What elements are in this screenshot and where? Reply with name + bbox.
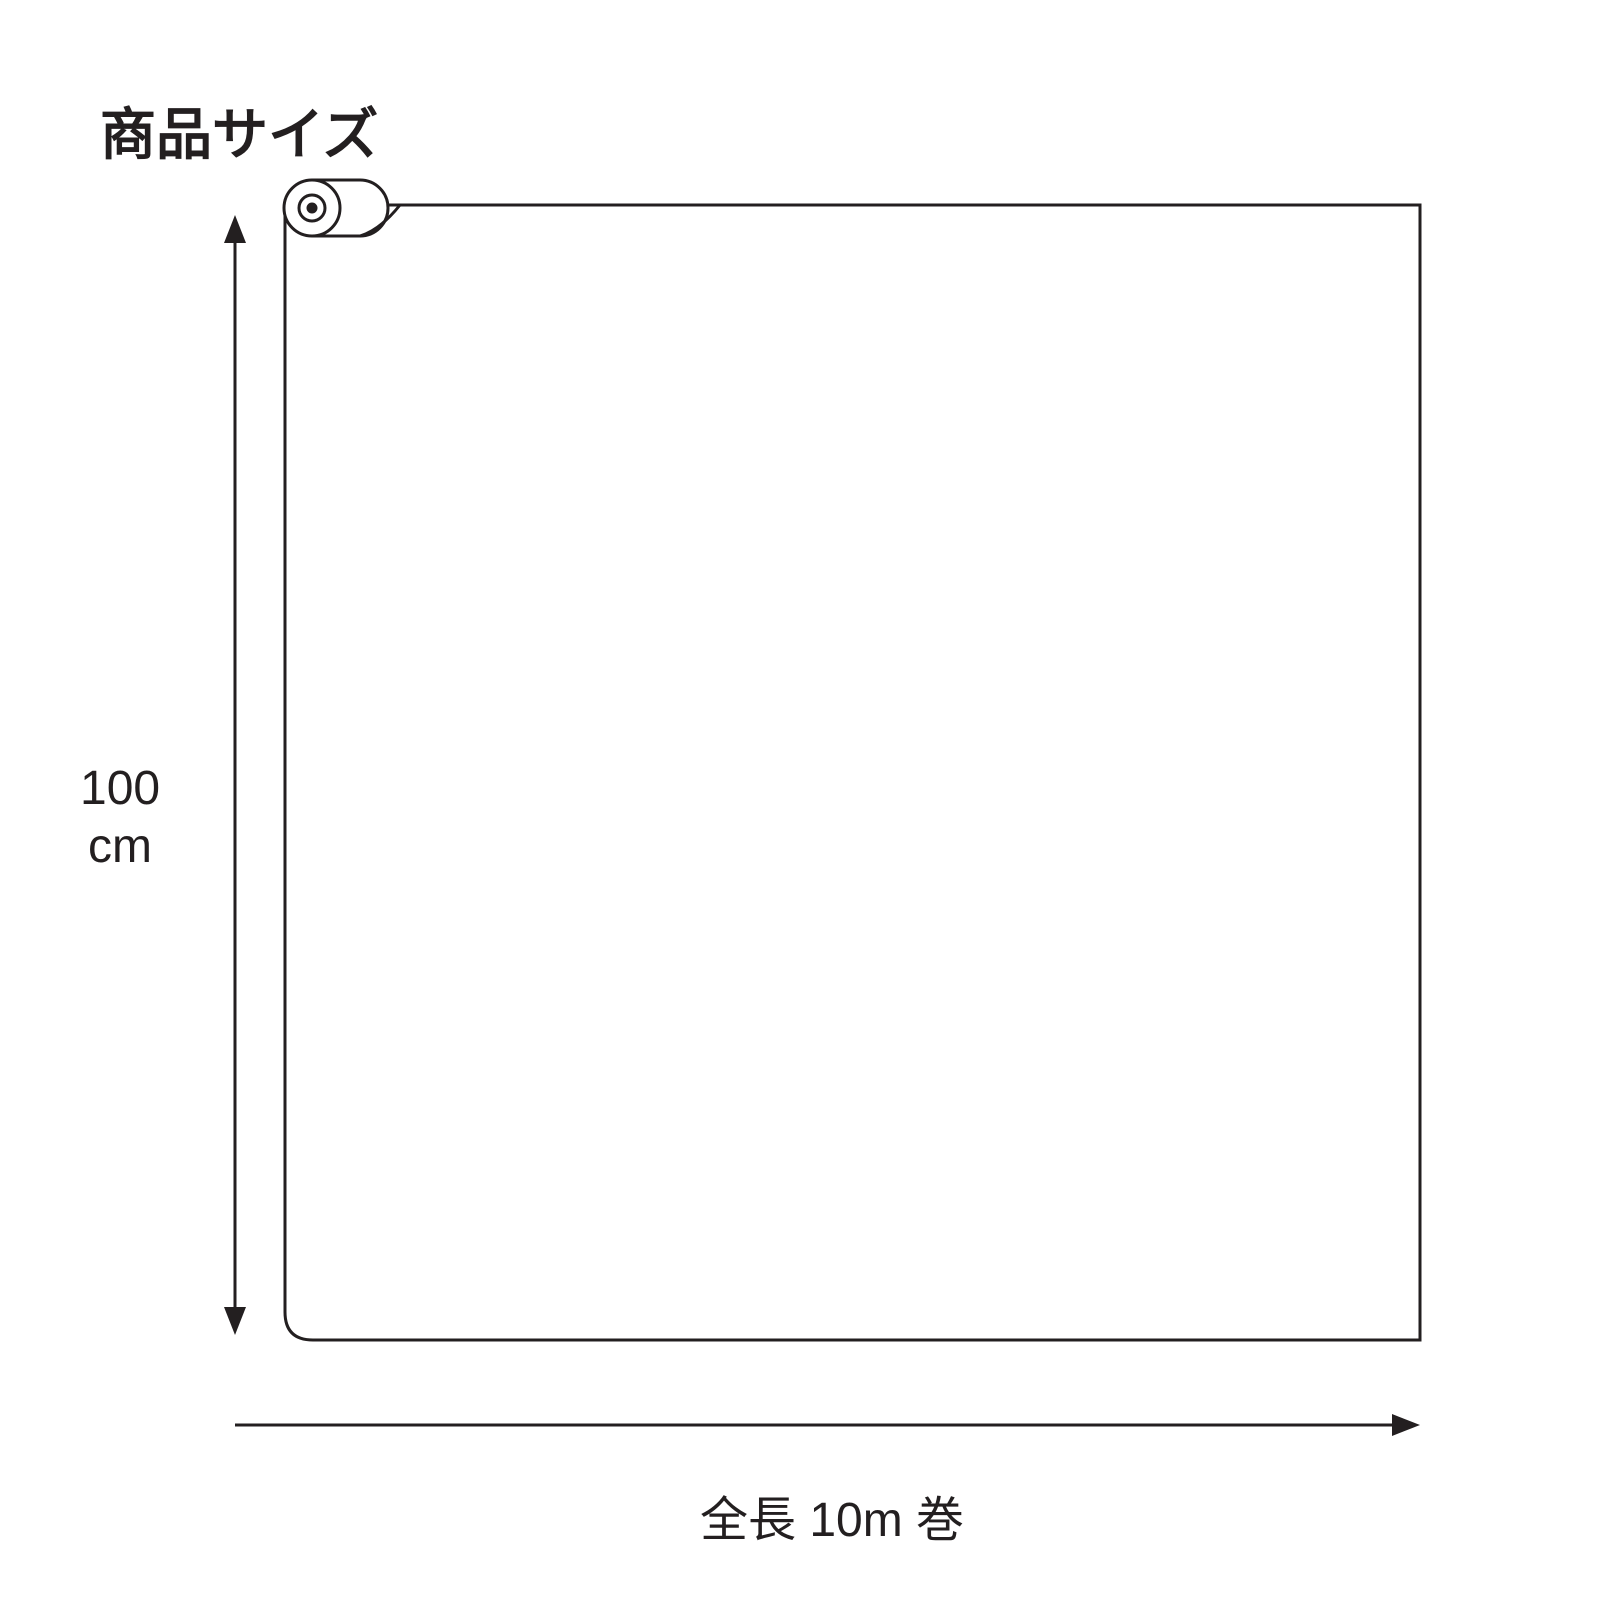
height-arrow-head-bottom: [224, 1307, 246, 1335]
diagram-container: 商品サイズ 100 cm 全長 10m 巻: [0, 0, 1600, 1600]
product-size-diagram: [0, 0, 1600, 1600]
sheet-outline: [285, 205, 1420, 1340]
roll-endcap-inner: [307, 203, 317, 213]
length-arrow-head: [1392, 1414, 1420, 1436]
height-arrow-head-top: [224, 215, 246, 243]
